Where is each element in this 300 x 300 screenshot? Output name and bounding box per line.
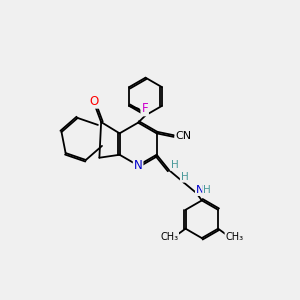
- Text: CH₃: CH₃: [225, 232, 244, 242]
- Text: F: F: [141, 102, 148, 116]
- Text: CN: CN: [175, 131, 191, 141]
- Text: H: H: [171, 160, 178, 170]
- Text: N: N: [196, 185, 204, 195]
- Text: H: H: [203, 184, 211, 194]
- Text: H: H: [181, 172, 188, 182]
- Text: N: N: [134, 159, 142, 172]
- Text: O: O: [90, 95, 99, 108]
- Text: CH₃: CH₃: [160, 232, 178, 242]
